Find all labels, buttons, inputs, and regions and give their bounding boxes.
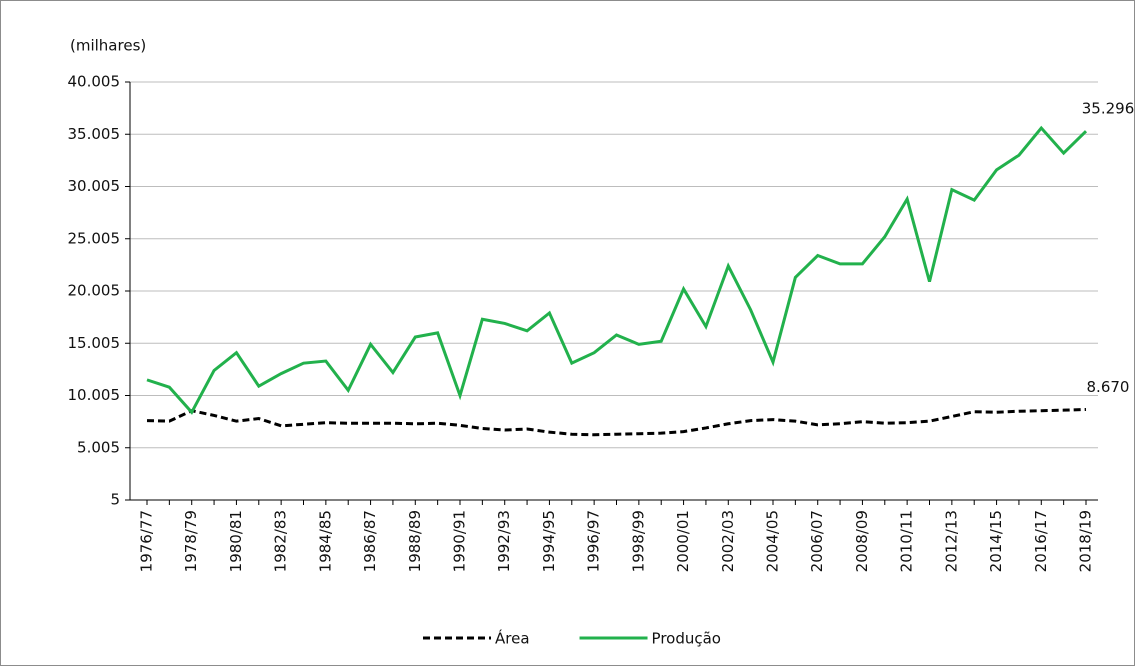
x-tick-label: 1988/89 [406,510,424,572]
x-tick-label: 2014/15 [987,510,1005,572]
y-axis-label: (milhares) [70,37,146,55]
x-tick-label: 1990/91 [451,510,469,572]
data-label: 8.670 [1087,378,1130,396]
x-tick-label: 1996/97 [585,510,603,572]
x-tick-label: 2004/05 [764,510,782,572]
y-tick-label: 15.005 [68,334,121,352]
x-tick-label: 1978/79 [182,510,200,572]
y-tick-label: 35.005 [68,125,121,143]
y-tick-label: 25.005 [68,229,121,247]
x-tick-label: 2018/19 [1077,510,1095,572]
y-tick-label: 20.005 [68,282,121,300]
y-tick-label: 10.005 [68,386,121,404]
x-tick-label: 1980/81 [227,510,245,572]
series-line [146,407,1087,437]
x-tick-label: 1984/85 [316,510,334,572]
x-tick-label: 2002/03 [719,510,737,572]
series-line [146,125,1088,415]
legend-label: Área [495,629,530,648]
x-tick-label: 1994/95 [540,510,558,572]
x-tick-label: 1998/99 [629,510,647,572]
data-label: 35.296 [1082,100,1135,118]
x-tick-label: 2016/17 [1032,510,1050,572]
x-tick-label: 2000/01 [674,510,692,572]
y-tick-label: 40.005 [68,73,121,91]
legend-label: Produção [652,630,721,648]
y-tick-label: 5 [110,491,120,509]
x-tick-label: 1976/77 [138,510,156,572]
x-tick-label: 2012/13 [942,510,960,572]
y-tick-label: 5.005 [77,438,120,456]
x-tick-label: 2008/09 [853,510,871,572]
x-tick-label: 1992/93 [495,510,513,572]
x-tick-label: 2006/07 [808,510,826,572]
x-tick-label: 1986/87 [361,510,379,572]
x-tick-label: 1982/83 [272,510,290,572]
y-tick-label: 30.005 [68,177,121,195]
x-tick-label: 2010/11 [898,510,916,572]
